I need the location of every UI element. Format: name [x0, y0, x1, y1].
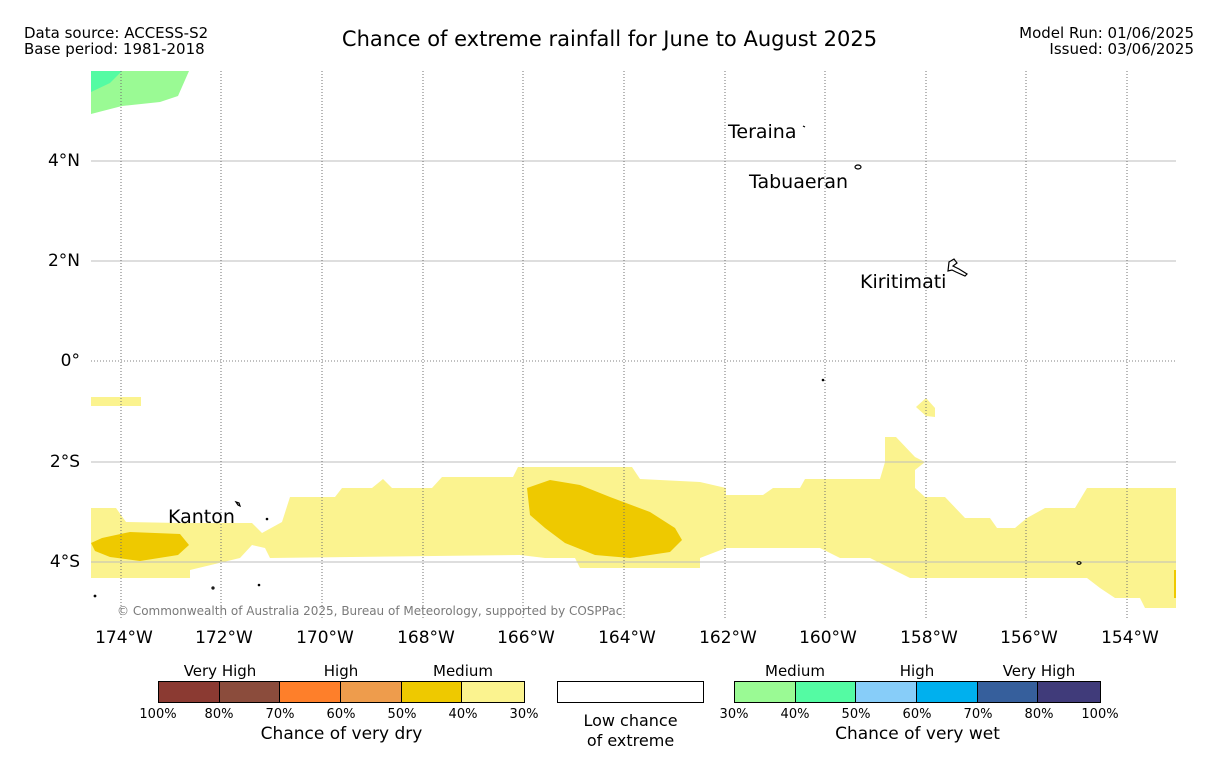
dry-tick-60: 60% [326, 707, 356, 722]
dry-swatch-60-50 [341, 682, 402, 702]
dry-tick-100: 100% [139, 707, 177, 722]
islet-5 [93, 594, 97, 598]
lon-label-162w: 162°W [699, 628, 757, 648]
lon-label-156w: 156°W [1000, 628, 1058, 648]
dry-tick-30: 30% [509, 707, 539, 722]
lon-label-172w: 172°W [195, 628, 253, 648]
latitude-gridlines [91, 160, 1176, 563]
wet-tick-50: 50% [841, 707, 871, 722]
lon-label-160w: 160°W [799, 628, 857, 648]
dry-legend-label-medium: Medium [433, 662, 493, 680]
dry-legend-label-very-high: Very High [183, 662, 257, 680]
dry-tick-40: 40% [448, 707, 478, 722]
islet-3 [211, 586, 215, 590]
wet-colorbar [734, 681, 1101, 703]
dry-legend-caption: Chance of very dry [260, 724, 423, 744]
dry-swatch-50-40 [401, 682, 463, 702]
dry-legend-label-high: High [323, 662, 359, 680]
data-source-text: Data source: ACCESS-S2 [24, 24, 209, 42]
wet-legend-label-medium: Medium [765, 662, 825, 680]
lat-label-4n: 4°N [47, 151, 80, 171]
wet-swatch-60-70 [917, 682, 978, 702]
dry-swatch-80-70 [219, 682, 281, 702]
dry-medium-high-sliver-east [1174, 570, 1176, 598]
islet-6 [1076, 561, 1082, 565]
wet-high-region [91, 71, 122, 92]
wet-tick-30: 30% [719, 707, 749, 722]
dry-tick-80: 80% [204, 707, 234, 722]
lon-label-168w: 168°W [397, 628, 455, 648]
teraina-island [802, 125, 806, 128]
wet-swatch-40-50 [795, 682, 857, 702]
place-label-kiritimati: Kiritimati [860, 271, 947, 293]
wet-tick-80: 80% [1024, 707, 1054, 722]
wet-swatch-80-100 [1038, 682, 1101, 702]
lon-label-154w: 154°W [1101, 628, 1159, 648]
low-chance-line-1: Low chance [583, 711, 678, 730]
lon-label-166w: 166°W [497, 628, 555, 648]
wet-medium-region [91, 71, 189, 114]
model-run-text: Model Run: 01/06/2025 [1019, 24, 1194, 42]
wet-legend-label-very-high: Very High [1002, 662, 1076, 680]
wet-tick-60: 60% [902, 707, 932, 722]
base-period-text: Base period: 1981-2018 [24, 40, 205, 58]
kiritimati-island [947, 258, 968, 277]
place-label-kanton: Kanton [168, 506, 235, 528]
copyright-notice: © Commonwealth of Australia 2025, Bureau… [117, 604, 623, 618]
wet-legend-caption: Chance of very wet [835, 724, 1000, 744]
lat-label-2s: 2°S [49, 452, 80, 472]
kanton-island [234, 500, 242, 508]
dry-tick-50: 50% [387, 707, 417, 722]
islet-1 [821, 378, 825, 382]
low-chance-label: Low chance of extreme [557, 711, 704, 751]
wet-swatch-70-80 [977, 682, 1039, 702]
place-label-tabuaeran: Tabuaeran [749, 171, 849, 193]
dry-medium-high-patch-kanton [91, 532, 189, 561]
lat-label-2n: 2°N [47, 251, 80, 271]
lon-label-164w: 164°W [598, 628, 656, 648]
lat-label-4s: 4°S [49, 552, 80, 572]
run-info: Model Run: 01/06/2025 Issued: 03/06/2025 [1019, 25, 1194, 57]
islet-2 [265, 517, 269, 521]
tabuaeran-island [854, 164, 862, 170]
dry-swatch-70-60 [280, 682, 342, 702]
wet-swatch-30-40 [735, 682, 796, 702]
lon-label-158w: 158°W [900, 628, 958, 648]
place-label-teraina: Teraina [728, 121, 797, 143]
longitude-gridlines [120, 71, 1128, 618]
lon-label-174w: 174°W [95, 628, 153, 648]
wet-swatch-50-60 [856, 682, 918, 702]
dry-colorbar [158, 681, 525, 703]
wet-legend-label-high: High [899, 662, 935, 680]
wet-tick-70: 70% [963, 707, 993, 722]
lat-label-0: 0° [60, 351, 80, 371]
island-outlines [93, 125, 1082, 598]
dry-tick-70: 70% [265, 707, 295, 722]
low-chance-swatch [557, 681, 704, 703]
wet-tick-40: 40% [780, 707, 810, 722]
data-info: Data source: ACCESS-S2 Base period: 1981… [24, 25, 208, 57]
low-chance-line-2: of extreme [586, 731, 675, 750]
dry-swatch-100-80 [159, 682, 220, 702]
dry-medium-high-patch-central [527, 480, 682, 558]
map-title: Chance of extreme rainfall for June to A… [341, 27, 878, 51]
wet-tick-100: 100% [1081, 707, 1119, 722]
dry-medium-patch-west [91, 397, 141, 406]
lon-label-170w: 170°W [296, 628, 354, 648]
dry-swatch-40-30 [462, 682, 525, 702]
islet-4 [257, 583, 261, 587]
issued-text: Issued: 03/06/2025 [1049, 40, 1194, 58]
